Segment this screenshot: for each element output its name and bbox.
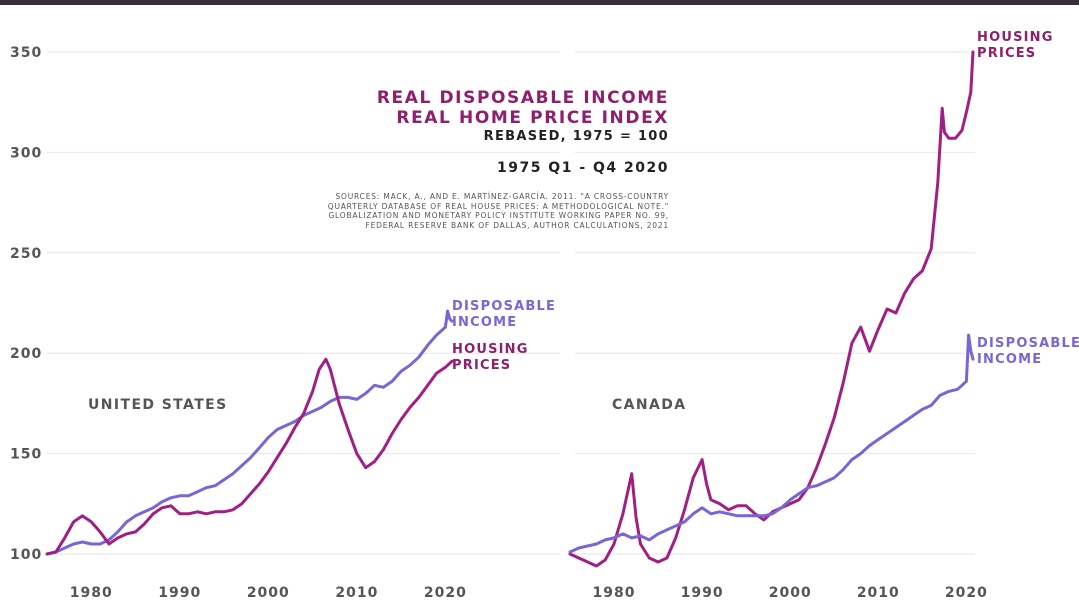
y-tick-label: 300	[10, 145, 42, 161]
source-line: FEDERAL RESERVE BANK OF DALLAS, AUTHOR C…	[365, 220, 669, 230]
x-tick-label: 1990	[681, 585, 724, 601]
series-label: INCOME	[977, 352, 1042, 367]
top-accent-bar	[0, 0, 1079, 5]
x-tick-label: 1980	[70, 585, 113, 601]
x-tick-label: 1980	[593, 585, 636, 601]
y-tick-label: 100	[10, 547, 42, 563]
country-label: CANADA	[612, 397, 687, 413]
series-label: DISPOSABLE	[977, 336, 1079, 351]
y-tick-label: 250	[10, 246, 42, 262]
y-tick-label: 350	[10, 45, 42, 61]
y-tick-label: 150	[10, 447, 42, 463]
source-line: QUARTERLY DATABASE OF REAL HOUSE PRICES:…	[327, 201, 669, 211]
title-line-2: REAL HOME PRICE INDEX	[396, 108, 669, 128]
x-tick-label: 2010	[335, 585, 378, 601]
source-line: GLOBALIZATION AND MONETARY POLICY INSTIT…	[328, 211, 669, 220]
disposable-income-line	[568, 333, 975, 554]
chart-period: 1975 Q1 - Q4 2020	[496, 160, 669, 176]
series-label: DISPOSABLE	[452, 299, 556, 314]
series-label: INCOME	[452, 315, 517, 330]
x-tick-label: 2000	[247, 585, 290, 601]
series-label: PRICES	[977, 46, 1036, 61]
chart-sources: SOURCES: MACK, A., AND E. MARTÍNEZ-GARCÍ…	[249, 192, 669, 230]
disposable-income-line	[45, 309, 454, 556]
title-line-1: REAL DISPOSABLE INCOME	[376, 88, 669, 108]
housing-prices-line	[45, 357, 454, 556]
x-tick-label: 2010	[857, 585, 900, 601]
x-tick-label: 1990	[158, 585, 201, 601]
source-line: SOURCES: MACK, A., AND E. MARTÍNEZ-GARCÍ…	[335, 192, 669, 201]
country-label: UNITED STATES	[88, 397, 228, 413]
chart-subtitle: REBASED, 1975 = 100	[483, 129, 669, 144]
series-label: HOUSING	[977, 30, 1054, 45]
x-tick-label: 2020	[424, 585, 467, 601]
x-tick-label: 2000	[769, 585, 812, 601]
series-label: PRICES	[452, 358, 511, 373]
x-tick-label: 2020	[945, 585, 988, 601]
series-label: HOUSING	[452, 342, 529, 357]
y-tick-label: 200	[10, 346, 42, 362]
chart-title-block: REAL DISPOSABLE INCOME REAL HOME PRICE I…	[249, 88, 669, 230]
panel-united-states: 100 150 200 250 300 350 1980 1990 2000 2010 2020 UN…	[10, 45, 560, 601]
